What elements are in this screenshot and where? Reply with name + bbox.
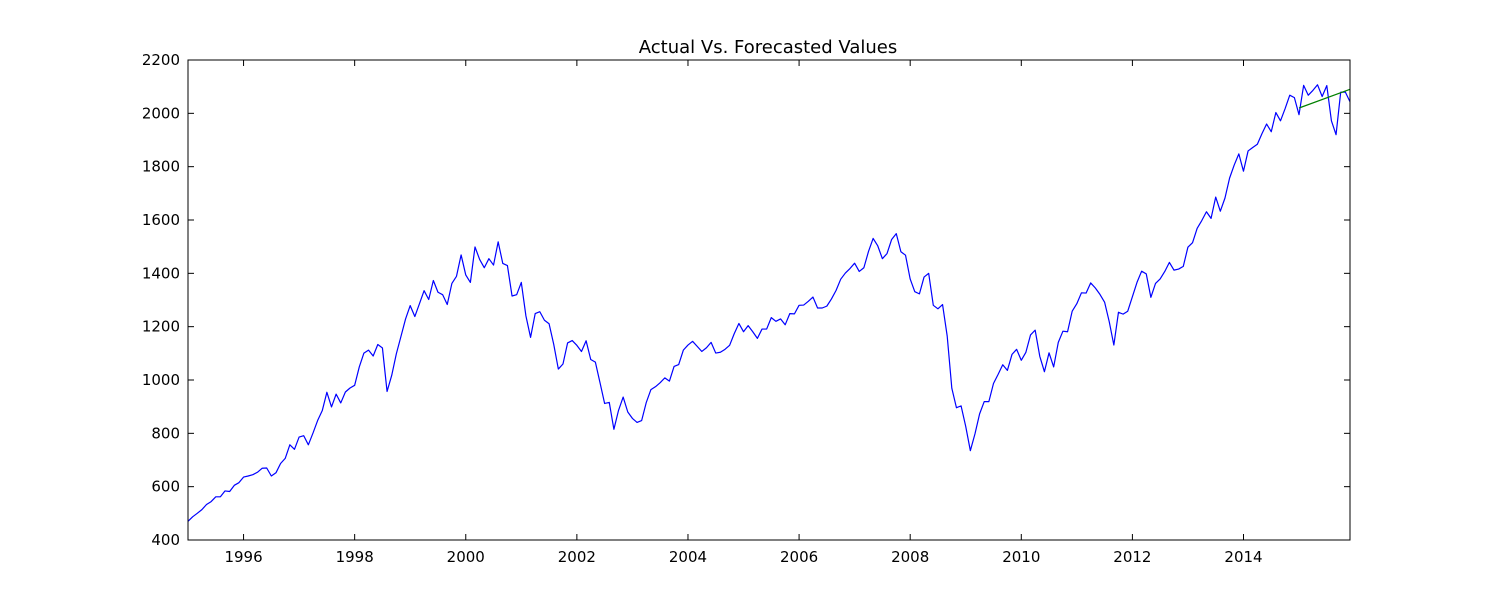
y-tick-label: 1800 [142,158,180,176]
y-tick-label: 800 [151,424,180,442]
y-tick-label: 1000 [142,371,180,389]
y-tick-label: 2200 [142,51,180,69]
plot-area [187,84,1351,522]
x-tick-label: 2002 [558,548,596,566]
y-tick-label: 400 [151,531,180,549]
x-tick-label: 2006 [780,548,818,566]
x-tick-label: 2014 [1224,548,1262,566]
y-tick-label: 1200 [142,318,180,336]
y-tick-label: 1600 [142,211,180,229]
x-tick-label: 2008 [891,548,929,566]
x-tick-label: 2012 [1113,548,1151,566]
series-line-actual [187,84,1351,522]
y-tick-label: 2000 [142,104,180,122]
y-tick-label: 1400 [142,264,180,282]
x-tick-label: 2010 [1002,548,1040,566]
plot-frame [187,59,1351,541]
x-tick-label: 2004 [669,548,707,566]
x-tick-label: 1996 [224,548,262,566]
y-axis: 400 600 800 1000 1200 1400 1600 1800 2000 2200 [142,51,1350,549]
x-axis: 1996 1998 2000 2002 2004 2006 2008 2010 2012 2014 [224,60,1263,566]
x-tick-label: 1998 [336,548,374,566]
x-tick-label: 2000 [447,548,485,566]
y-tick-label: 600 [151,478,180,496]
series-line-forecast [1298,88,1351,109]
chart-title: Actual Vs. Forecasted Values [639,37,897,58]
